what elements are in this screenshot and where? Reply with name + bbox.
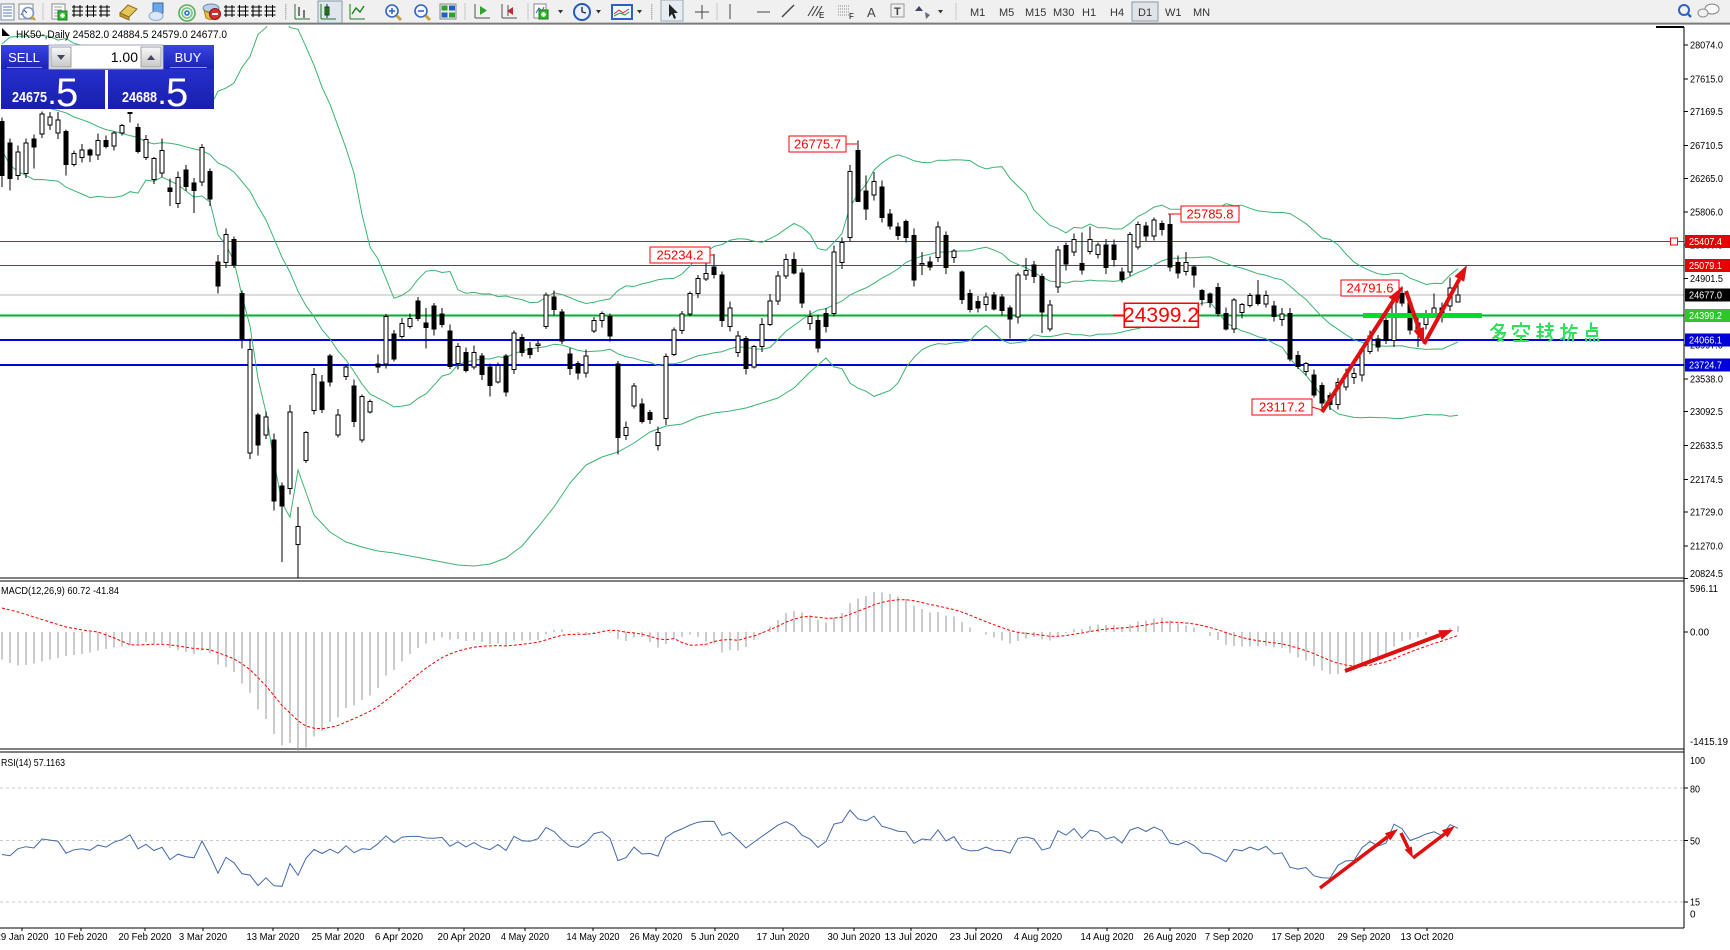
svg-text:0: 0	[1690, 910, 1696, 921]
svg-text:22174.5: 22174.5	[1690, 475, 1723, 486]
svg-text:25407.4: 25407.4	[1689, 237, 1722, 248]
svg-text:25234.2: 25234.2	[657, 248, 704, 263]
svg-text:0.00: 0.00	[1690, 628, 1709, 639]
svg-text:T: T	[894, 6, 901, 18]
svg-text:3 Mar 2020: 3 Mar 2020	[179, 932, 228, 943]
svg-text:.: .	[49, 84, 55, 109]
svg-text:HK50-,Daily 24582.0 24884.5 2: HK50-,Daily 24582.0 24884.5 24579.0 2467…	[16, 29, 227, 41]
svg-text:25785.8: 25785.8	[1187, 207, 1234, 222]
svg-text:D1: D1	[1138, 7, 1152, 19]
svg-text:20 Feb 2020: 20 Feb 2020	[118, 932, 171, 943]
svg-text:23 Jul 2020: 23 Jul 2020	[949, 932, 1002, 943]
svg-text:M30: M30	[1053, 7, 1074, 19]
svg-text:26 Aug 2020: 26 Aug 2020	[1143, 932, 1196, 943]
svg-text:22633.5: 22633.5	[1690, 441, 1723, 452]
svg-text:26 May 2020: 26 May 2020	[629, 932, 682, 943]
svg-text:1.00: 1.00	[111, 49, 138, 65]
svg-text:29 Jan 2020: 29 Jan 2020	[0, 932, 49, 943]
svg-text:100: 100	[1690, 756, 1705, 767]
svg-text:-1415.19: -1415.19	[1690, 737, 1728, 748]
svg-text:MN: MN	[1193, 7, 1210, 19]
svg-text:25079.1: 25079.1	[1689, 261, 1722, 272]
svg-text:23724.7: 23724.7	[1689, 361, 1722, 372]
svg-text:27169.5: 27169.5	[1690, 107, 1723, 118]
svg-text:17 Jun 2020: 17 Jun 2020	[756, 932, 809, 943]
svg-text:M15: M15	[1025, 7, 1046, 19]
svg-text:13 Oct 2020: 13 Oct 2020	[1400, 932, 1453, 943]
svg-text:21270.0: 21270.0	[1690, 541, 1723, 552]
svg-text:26710.5: 26710.5	[1690, 141, 1723, 152]
svg-text:M1: M1	[970, 7, 985, 19]
svg-text:28074.0: 28074.0	[1690, 41, 1723, 52]
svg-text:23538.0: 23538.0	[1690, 375, 1723, 386]
svg-text:BUY: BUY	[175, 50, 202, 65]
svg-text:5 Jun 2020: 5 Jun 2020	[691, 932, 740, 943]
svg-text:20824.5: 20824.5	[1690, 569, 1723, 580]
svg-text:14 May 2020: 14 May 2020	[566, 932, 619, 943]
svg-text:5: 5	[56, 71, 78, 115]
svg-text:13 Jul 2020: 13 Jul 2020	[884, 932, 937, 943]
svg-text:25 Mar 2020: 25 Mar 2020	[311, 932, 364, 943]
svg-text:23117.2: 23117.2	[1259, 400, 1305, 415]
svg-text:24791.6: 24791.6	[1347, 281, 1394, 296]
svg-text:20 Apr 2020: 20 Apr 2020	[437, 932, 490, 943]
svg-text:24688: 24688	[122, 89, 157, 106]
svg-text:A: A	[867, 5, 876, 20]
svg-text:6 Apr 2020: 6 Apr 2020	[375, 932, 424, 943]
svg-text:14 Aug 2020: 14 Aug 2020	[1080, 932, 1133, 943]
svg-text:.: .	[159, 84, 165, 109]
svg-text:24901.5: 24901.5	[1690, 274, 1723, 285]
svg-text:M5: M5	[999, 7, 1014, 19]
svg-text:80: 80	[1690, 785, 1700, 796]
svg-text:24399.2: 24399.2	[1689, 311, 1722, 322]
svg-text:RSI(14) 57.1163: RSI(14) 57.1163	[1, 757, 65, 769]
svg-text:7 Sep 2020: 7 Sep 2020	[1205, 932, 1254, 943]
svg-text:13 Mar 2020: 13 Mar 2020	[246, 932, 299, 943]
svg-text:26775.7: 26775.7	[794, 137, 841, 152]
svg-text:25806.0: 25806.0	[1690, 208, 1723, 219]
svg-text:24399.2: 24399.2	[1123, 304, 1199, 327]
svg-text:SELL: SELL	[8, 50, 40, 65]
svg-text:W1: W1	[1165, 7, 1182, 19]
svg-text:27615.0: 27615.0	[1690, 75, 1723, 86]
svg-text:H4: H4	[1110, 7, 1124, 19]
svg-text:24677.0: 24677.0	[1689, 291, 1722, 302]
svg-text:4 Aug 2020: 4 Aug 2020	[1014, 932, 1063, 943]
svg-text:10 Feb 2020: 10 Feb 2020	[54, 932, 107, 943]
svg-text:E: E	[819, 11, 824, 20]
svg-text:H1: H1	[1082, 7, 1096, 19]
svg-text:5: 5	[166, 71, 188, 115]
svg-text:29 Sep 2020: 29 Sep 2020	[1337, 932, 1390, 943]
svg-text:4 May 2020: 4 May 2020	[501, 932, 550, 943]
svg-text:23092.5: 23092.5	[1690, 407, 1723, 418]
svg-text:MACD(12,26,9) 60.72 -41.84: MACD(12,26,9) 60.72 -41.84	[1, 585, 119, 597]
svg-text:50: 50	[1690, 837, 1700, 848]
svg-text:30 Jun 2020: 30 Jun 2020	[827, 932, 880, 943]
svg-text:15: 15	[1690, 898, 1700, 909]
svg-text:24066.1: 24066.1	[1689, 336, 1722, 347]
svg-text:17 Sep 2020: 17 Sep 2020	[1271, 932, 1324, 943]
svg-text:F: F	[849, 12, 854, 21]
svg-text:24675: 24675	[12, 89, 47, 106]
svg-text:21729.0: 21729.0	[1690, 508, 1723, 519]
svg-text:26265.0: 26265.0	[1690, 174, 1723, 185]
svg-text:596.11: 596.11	[1690, 584, 1718, 595]
